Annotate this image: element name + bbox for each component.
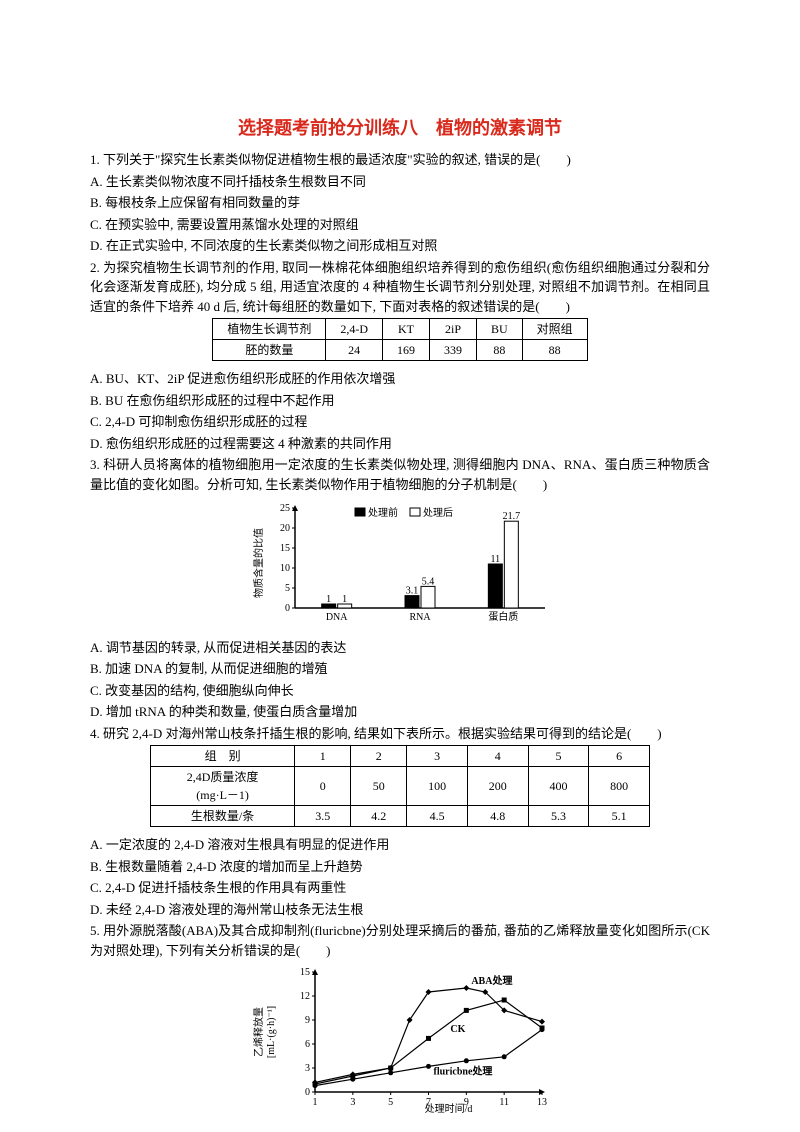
- page-title: 选择题考前抢分训练八 植物的激素调节: [90, 115, 710, 142]
- q2-th-4: BU: [477, 319, 523, 340]
- q4-opt-a: A. 一定浓度的 2,4-D 溶液对生根具有明显的促进作用: [90, 835, 710, 855]
- q3-opt-b: B. 加速 DNA 的复制, 从而促进细胞的增殖: [90, 659, 710, 679]
- svg-text:fluricbne处理: fluricbne处理: [434, 1064, 493, 1077]
- svg-text:1: 1: [342, 594, 347, 605]
- svg-text:1: 1: [326, 594, 331, 605]
- q4-r1a: 2,4D质量浓度: [161, 768, 284, 786]
- q4-c6: 800: [589, 767, 650, 806]
- svg-text:CK: CK: [450, 1024, 465, 1035]
- q4-rt6: 5.1: [589, 806, 650, 827]
- q3-opt-c: C. 改变基因的结构, 使细胞纵向伸长: [90, 681, 710, 701]
- q4-c5: 400: [528, 767, 589, 806]
- svg-text:11: 11: [491, 554, 501, 565]
- svg-text:11: 11: [499, 1097, 509, 1108]
- svg-text:3: 3: [350, 1097, 355, 1108]
- q4-rt5: 5.3: [528, 806, 589, 827]
- svg-text:5: 5: [388, 1097, 393, 1108]
- q4-rt3: 4.5: [407, 806, 468, 827]
- q1-opt-c: C. 在预实验中, 需要设置用蒸馏水处理的对照组: [90, 215, 710, 235]
- q5-stem: 5. 用外源脱落酸(ABA)及其合成抑制剂(fluricbne)分别处理采摘后的…: [90, 921, 710, 960]
- q2-th-5: 对照组: [522, 319, 587, 340]
- q3-chart: 0 5 10 15 20 25 物质含量的比值 处理前 处理后 11 DNA 3.15.4 RNA 11 2…: [250, 498, 550, 628]
- svg-text:0: 0: [285, 603, 290, 614]
- q2-table: 植物生长调节剂 2,4-D KT 2iP BU 对照组 胚的数量 24 169 …: [212, 318, 587, 361]
- svg-text:6: 6: [305, 1039, 310, 1050]
- q4-r1h: 2,4D质量浓度 (mg·L－1): [151, 767, 295, 806]
- svg-text:DNA: DNA: [326, 612, 348, 623]
- svg-text:处理前: 处理前: [368, 506, 398, 519]
- q4-g3: 3: [407, 746, 468, 767]
- svg-text:13: 13: [537, 1097, 547, 1108]
- q4-g6: 6: [589, 746, 650, 767]
- q3-stem: 3. 科研人员将离体的植物细胞用一定浓度的生长素类似物处理, 测得细胞内 DNA…: [90, 455, 710, 494]
- q2-r1-1: 24: [326, 340, 383, 361]
- q4-rt2: 4.2: [351, 806, 407, 827]
- q4-stem: 4. 研究 2,4-D 对海州常山枝条扦插生根的影响, 结果如下表所示。根据实验…: [90, 724, 710, 744]
- q2-opt-b: B. BU 在愈伤组织形成胚的过程中不起作用: [90, 391, 710, 411]
- q2-r1-5: 88: [522, 340, 587, 361]
- svg-text:3.1: 3.1: [406, 586, 419, 597]
- svg-text:15: 15: [280, 543, 290, 554]
- svg-text:10: 10: [280, 563, 290, 574]
- q4-opt-b: B. 生根数量随着 2,4-D 浓度的增加而呈上升趋势: [90, 857, 710, 877]
- q4-g1: 1: [295, 746, 351, 767]
- q4-g2: 2: [351, 746, 407, 767]
- q4-g4: 4: [467, 746, 528, 767]
- svg-text:[mL·(g·h)⁻¹]: [mL·(g·h)⁻¹]: [266, 1006, 277, 1058]
- svg-text:ABA处理: ABA处理: [471, 974, 512, 987]
- q2-opt-c: C. 2,4-D 可抑制愈伤组织形成胚的过程: [90, 412, 710, 432]
- q4-r0h: 组 别: [151, 746, 295, 767]
- q2-r1-3: 339: [430, 340, 477, 361]
- q2-th-3: 2iP: [430, 319, 477, 340]
- svg-text:处理时间/d: 处理时间/d: [425, 1102, 473, 1114]
- q3-opt-d: D. 增加 tRNA 的种类和数量, 使蛋白质含量增加: [90, 702, 710, 722]
- q3-opt-a: A. 调节基因的转录, 从而促进相关基因的表达: [90, 638, 710, 658]
- q2-th-1: 2,4-D: [326, 319, 383, 340]
- q4-rt4: 4.8: [467, 806, 528, 827]
- svg-text:9: 9: [305, 1015, 310, 1026]
- svg-text:处理后: 处理后: [423, 507, 453, 519]
- svg-text:1: 1: [313, 1097, 318, 1108]
- q1-opt-b: B. 每根枝条上应保留有相同数量的芽: [90, 193, 710, 213]
- svg-text:0: 0: [305, 1087, 310, 1098]
- q4-r1b: (mg·L－1): [161, 786, 284, 804]
- q2-stem: 2. 为探究植物生长调节剂的作用, 取同一株棉花体细胞组织培养得到的愈伤组织(愈…: [90, 258, 710, 317]
- q2-r1-2: 169: [383, 340, 430, 361]
- svg-text:21.7: 21.7: [503, 511, 521, 522]
- svg-text:15: 15: [300, 967, 310, 978]
- svg-text:RNA: RNA: [409, 612, 431, 623]
- svg-text:乙烯释放量: 乙烯释放量: [252, 1007, 265, 1057]
- q1-opt-d: D. 在正式实验中, 不同浓度的生长素类似物之间形成相互对照: [90, 236, 710, 256]
- svg-text:20: 20: [280, 523, 290, 534]
- q2-th-0: 植物生长调节剂: [213, 319, 326, 340]
- q4-g5: 5: [528, 746, 589, 767]
- q4-c4: 200: [467, 767, 528, 806]
- svg-text:12: 12: [300, 991, 310, 1002]
- q4-c1: 0: [295, 767, 351, 806]
- q2-th-2: KT: [383, 319, 430, 340]
- q4-c3: 100: [407, 767, 468, 806]
- svg-text:3: 3: [305, 1063, 310, 1074]
- q2-r1-4: 88: [477, 340, 523, 361]
- svg-text:蛋白质: 蛋白质: [488, 610, 518, 623]
- svg-text:物质含量的比值: 物质含量的比值: [252, 528, 265, 598]
- q5-chart: 13579111303691215处理时间/d乙烯释放量[mL·(g·h)⁻¹]…: [250, 964, 550, 1114]
- svg-text:25: 25: [280, 503, 290, 514]
- q4-r2h: 生根数量/条: [151, 806, 295, 827]
- q2-r1-0: 胚的数量: [213, 340, 326, 361]
- q4-opt-c: C. 2,4-D 促进扦插枝条生根的作用具有两重性: [90, 878, 710, 898]
- q4-table: 组 别 1 2 3 4 5 6 2,4D质量浓度 (mg·L－1) 0 50 1…: [150, 745, 650, 827]
- q2-opt-a: A. BU、KT、2iP 促进愈伤组织形成胚的作用依次增强: [90, 369, 710, 389]
- q4-rt1: 3.5: [295, 806, 351, 827]
- q1-opt-a: A. 生长素类似物浓度不同扦插枝条生根数目不同: [90, 172, 710, 192]
- svg-text:5: 5: [285, 583, 290, 594]
- q4-opt-d: D. 未经 2,4-D 溶液处理的海州常山枝条无法生根: [90, 900, 710, 920]
- q1-stem: 1. 下列关于"探究生长素类似物促进植物生根的最适浓度"实验的叙述, 错误的是(…: [90, 150, 710, 170]
- svg-text:5.4: 5.4: [422, 576, 435, 587]
- q2-opt-d: D. 愈伤组织形成胚的过程需要这 4 种激素的共同作用: [90, 434, 710, 454]
- q4-c2: 50: [351, 767, 407, 806]
